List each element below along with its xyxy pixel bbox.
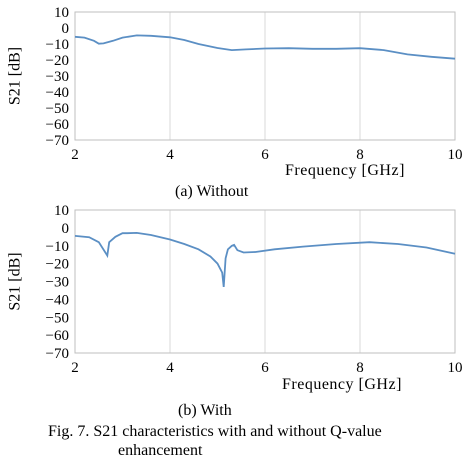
x-axis-label: Frequency [GHz] <box>285 162 405 179</box>
y-tick-label: −30 <box>46 275 69 291</box>
y-tick-label: −50 <box>46 101 69 117</box>
x-tick-label: 4 <box>166 147 174 163</box>
y-tick-label: −10 <box>46 239 69 255</box>
y-axis-label: S21 [dB] <box>7 252 24 310</box>
s21-series-line <box>74 34 456 60</box>
y-tick-label: −60 <box>46 328 69 344</box>
y-tick-label: −70 <box>46 346 69 362</box>
x-tick-label: 8 <box>356 360 364 376</box>
y-tick-label: −20 <box>46 257 69 273</box>
caption-a: (a) Without <box>175 183 249 200</box>
y-tick-label: −50 <box>46 310 69 326</box>
y-tick-label: −40 <box>46 85 69 101</box>
figure-caption-line2: enhancement <box>118 442 203 455</box>
x-tick-label: 8 <box>356 147 364 163</box>
x-tick-label: 10 <box>448 360 463 376</box>
x-tick-label: 4 <box>166 360 174 376</box>
x-tick-label: 10 <box>448 147 463 163</box>
figure-caption-line1: Fig. 7. S21 characteristics with and wit… <box>48 423 382 440</box>
x-tick-label: 2 <box>71 360 79 376</box>
plot-frame <box>74 11 456 141</box>
y-tick-label: −30 <box>46 69 69 85</box>
x-tick-label: 6 <box>261 360 269 376</box>
y-tick-label: 10 <box>54 5 69 21</box>
y-tick-label: −10 <box>46 37 69 53</box>
x-axis-label: Frequency [GHz] <box>282 376 402 393</box>
s21-series-line <box>74 231 456 287</box>
y-tick-label: −40 <box>46 292 69 308</box>
y-axis-label: S21 [dB] <box>7 47 24 105</box>
y-tick-label: −70 <box>46 133 69 149</box>
y-tick-label: 0 <box>62 221 70 237</box>
y-tick-label: −60 <box>46 117 69 133</box>
chart-panel-b: 10 0 −10 −20 −30−40 −50 −60 −702 4 6 8 10 S21 [dB] Fr… <box>7 203 463 393</box>
caption-b: (b) With <box>178 402 232 419</box>
y-tick-label: −20 <box>46 53 69 69</box>
y-tick-label: 10 <box>54 203 69 219</box>
plot-frame <box>74 209 456 354</box>
x-tick-label: 2 <box>71 147 79 163</box>
y-tick-label: 0 <box>62 21 70 37</box>
x-tick-label: 6 <box>261 147 269 163</box>
